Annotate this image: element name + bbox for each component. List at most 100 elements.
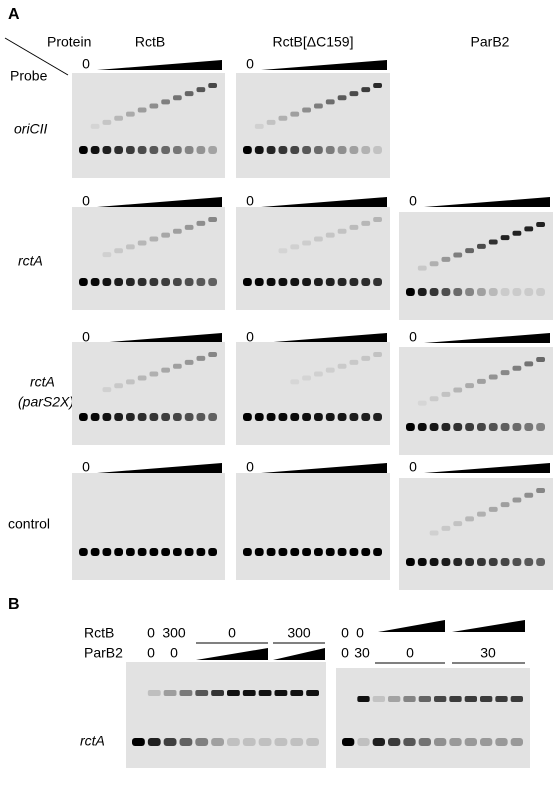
band <box>337 548 347 556</box>
band <box>349 278 359 286</box>
shifted-band <box>102 387 112 393</box>
band <box>449 738 462 746</box>
band <box>208 548 217 556</box>
conc-label: 0 <box>147 625 155 641</box>
band <box>500 288 510 296</box>
band <box>102 413 112 421</box>
band <box>512 558 522 566</box>
band <box>126 413 135 421</box>
band <box>453 423 463 431</box>
band <box>373 548 382 556</box>
shifted-band <box>196 87 206 93</box>
band <box>195 738 209 746</box>
shifted-band <box>196 355 206 361</box>
band <box>243 278 252 286</box>
shifted-band <box>114 115 123 121</box>
zero-label: 0 <box>246 329 254 345</box>
band <box>406 423 415 431</box>
shifted-band <box>325 99 335 105</box>
shifted-band <box>161 367 170 373</box>
gel <box>126 662 326 768</box>
band <box>90 413 100 421</box>
band <box>137 413 147 421</box>
conc-label: 0 <box>341 625 349 641</box>
band <box>173 146 182 154</box>
wedge <box>261 60 387 70</box>
shifted-band <box>184 224 194 230</box>
band <box>149 146 159 154</box>
band <box>373 413 382 421</box>
shifted-band <box>488 506 498 512</box>
shifted-band <box>337 363 347 369</box>
band <box>464 738 477 746</box>
band <box>349 146 359 154</box>
shifted-band <box>500 370 510 376</box>
shifted-band <box>429 261 439 267</box>
band <box>79 548 88 556</box>
band <box>137 278 147 286</box>
shifted-band <box>441 525 451 531</box>
shifted-band <box>429 530 439 536</box>
band <box>465 288 474 296</box>
shifted-band <box>500 235 510 241</box>
conc-label: 300 <box>162 625 186 641</box>
band <box>196 413 206 421</box>
band <box>342 738 355 746</box>
shifted-band <box>524 226 534 232</box>
gel <box>236 473 390 580</box>
shifted-band <box>306 690 319 696</box>
band <box>114 278 123 286</box>
band <box>512 423 522 431</box>
band <box>429 558 439 566</box>
band <box>266 548 276 556</box>
band <box>161 278 170 286</box>
shifted-band <box>184 359 194 365</box>
wedge <box>261 333 387 343</box>
conc-label: 300 <box>287 625 311 641</box>
shifted-band <box>337 95 347 101</box>
band <box>325 278 335 286</box>
wedge <box>424 333 550 343</box>
band <box>179 738 193 746</box>
wedge <box>424 197 550 207</box>
band <box>137 548 147 556</box>
band <box>290 738 304 746</box>
zero-label: 0 <box>82 193 90 209</box>
band <box>372 738 385 746</box>
row-label: ParB2 <box>84 645 123 661</box>
shifted-band <box>137 240 147 246</box>
band <box>406 288 415 296</box>
band <box>102 548 112 556</box>
wedge <box>97 333 222 343</box>
band <box>441 423 451 431</box>
band <box>418 738 431 746</box>
band <box>429 423 439 431</box>
band <box>161 548 170 556</box>
shifted-band <box>373 83 382 88</box>
zero-label: 0 <box>409 193 417 209</box>
gel <box>336 668 530 768</box>
band <box>512 288 522 296</box>
shifted-band <box>314 236 323 242</box>
gel <box>399 478 553 590</box>
wedge <box>97 60 222 70</box>
protein-label: RctB[ΔC159] <box>273 34 354 50</box>
band <box>266 413 276 421</box>
band <box>302 278 311 286</box>
band <box>126 146 135 154</box>
band <box>536 558 545 566</box>
shifted-band <box>464 696 477 702</box>
band <box>417 423 427 431</box>
shifted-band <box>465 248 474 254</box>
conc-label: 0 <box>356 625 364 641</box>
band <box>325 548 335 556</box>
shifted-band <box>126 379 135 385</box>
band <box>465 558 474 566</box>
shifted-band <box>536 488 545 493</box>
zero-label: 0 <box>82 329 90 345</box>
shifted-band <box>314 371 323 377</box>
shifted-band <box>290 690 304 696</box>
shifted-band <box>441 256 451 262</box>
band <box>536 288 545 296</box>
band <box>243 413 252 421</box>
